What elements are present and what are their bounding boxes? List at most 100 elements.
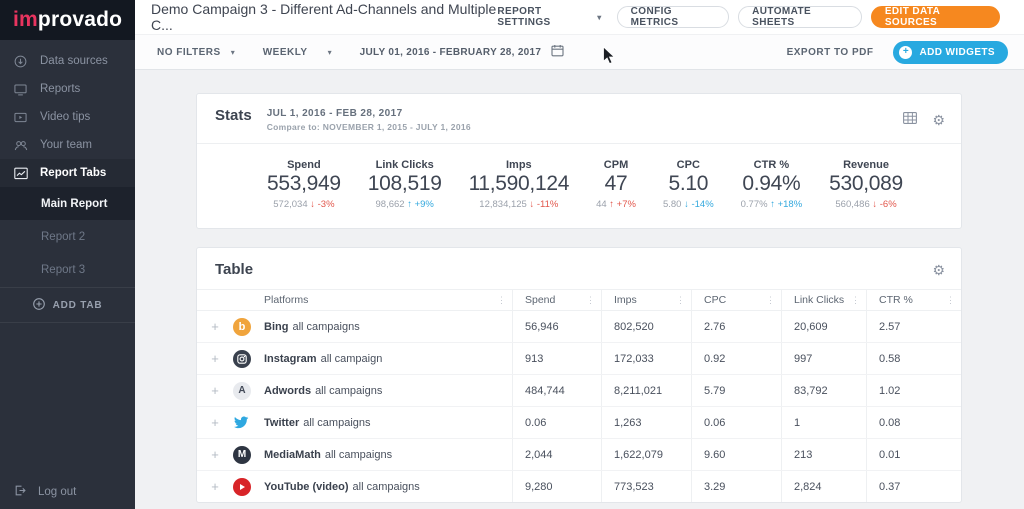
stats-title: Stats [215, 107, 252, 124]
spend-cell: 0.06 [512, 407, 601, 438]
sidebar-item-label: Data sources [40, 55, 108, 67]
chevron-down-icon[interactable]: ▾ [327, 47, 332, 57]
stat-prev-value: 44 [596, 199, 607, 210]
expand-row-button[interactable]: + [211, 351, 219, 366]
imps-cell: 773,523 [601, 471, 691, 502]
column-header-ctr[interactable]: CTR % ⋮ [866, 290, 961, 310]
column-header-imps[interactable]: Imps ⋮ [601, 290, 691, 310]
chevron-down-icon[interactable]: ▾ [230, 47, 235, 57]
stat-label: Link Clicks [375, 159, 434, 171]
sort-icon[interactable]: ⋮ [497, 294, 506, 305]
report-settings-button[interactable]: REPORT SETTINGS ▾ [497, 6, 601, 28]
add-widgets-button[interactable]: + ADD WIDGETS [893, 40, 1008, 64]
sidebar-subitem-main-report[interactable]: Main Report [0, 187, 135, 220]
stat-delta: ↑ +18% [770, 199, 803, 210]
platform-name: Bing [264, 320, 289, 333]
table-row-adwords[interactable]: + A Adwords all campaigns 484,744 8,211,021 5.… [197, 374, 961, 406]
add-tab-button[interactable]: ADD TAB [0, 287, 135, 323]
imps-cell: 1,622,079 [601, 439, 691, 470]
expand-row-button[interactable]: + [211, 415, 219, 430]
sort-icon[interactable]: ⋮ [851, 294, 860, 305]
sidebar-item-your-team[interactable]: Your team [0, 131, 135, 159]
stat-metric-cpc: CPC 5.10 5.80 ↓ -14% [663, 159, 714, 210]
ctr-cell: 0.08 [866, 407, 961, 438]
table-row-twitter[interactable]: + Twitter all campaigns 0.06 1,263 0.06 1 0.08 [197, 406, 961, 438]
cpc-cell: 0.92 [691, 343, 781, 374]
column-header-cpc[interactable]: CPC ⋮ [691, 290, 781, 310]
sidebar-item-data-sources[interactable]: Data sources [0, 47, 135, 75]
cpc-cell: 2.76 [691, 311, 781, 342]
cpc-cell: 9.60 [691, 439, 781, 470]
table-row-instagram[interactable]: + Instagram all campaign 913 172,033 0.92 997 0… [197, 342, 961, 374]
stats-metrics-row: Spend 553,949 572,034 ↓ -3% Link Clicks 108,… [197, 143, 961, 228]
expand-row-button[interactable]: + [211, 447, 219, 462]
platform-name-cell: Instagram all campaign [259, 343, 512, 374]
edit-data-sources-button[interactable]: EDIT DATA SOURCES [870, 6, 1000, 28]
link-clicks-cell: 213 [781, 439, 866, 470]
log-out-button[interactable]: Log out [0, 475, 135, 509]
platform-icon-cell: M [233, 439, 259, 470]
table-row-youtube-video[interactable]: + YouTube (video) all campaigns 9,280 773,52… [197, 470, 961, 502]
stat-value: 11,590,124 [468, 172, 570, 195]
stat-label: CTR % [753, 159, 790, 171]
expand-row-button[interactable]: + [211, 479, 219, 494]
sidebar-subitem-report-3[interactable]: Report 3 [0, 253, 135, 286]
column-header-spend[interactable]: Spend ⋮ [512, 290, 601, 310]
table-row-mediamath[interactable]: + M MediaMath all campaigns 2,044 1,622,079 9.… [197, 438, 961, 470]
config-metrics-button[interactable]: CONFIG METRICS [616, 6, 730, 28]
sidebar-item-label: Report Tabs [40, 167, 107, 179]
header-spacer [197, 290, 233, 310]
table-row-bing[interactable]: + b Bing all campaigns 56,946 802,520 2.76 20,6… [197, 310, 961, 342]
table-view-icon[interactable] [903, 111, 918, 129]
link-clicks-cell: 2,824 [781, 471, 866, 502]
improvado-logo[interactable]: im provado [0, 0, 135, 40]
stat-value: 553,949 [267, 172, 341, 195]
date-range-picker[interactable]: JULY 01, 2016 - FEBRUARY 28, 2017 [360, 44, 565, 60]
table-settings-gear-icon[interactable]: ⚙ [932, 261, 945, 278]
sidebar-item-label: Your team [40, 139, 92, 151]
table-title: Table [215, 261, 254, 278]
sidebar-subnav: Main Report Report 2 Report 3 [0, 187, 135, 286]
platform-icon-cell: b [233, 311, 259, 342]
export-to-pdf-button[interactable]: EXPORT TO PDF [787, 47, 874, 58]
spend-cell: 913 [512, 343, 601, 374]
stat-prev-value: 572,034 [273, 199, 308, 210]
table-widget-controls: ⚙ [932, 261, 945, 278]
sidebar-item-report-tabs[interactable]: Report Tabs [0, 159, 135, 187]
stat-value: 108,519 [367, 172, 442, 195]
report-content: Stats JUL 1, 2016 - FEB 28, 2017 Compare… [135, 70, 1024, 509]
stat-metric-ctr: CTR % 0.94% 0.77% ↑ +18% [741, 159, 803, 210]
calendar-icon [551, 44, 564, 60]
column-header-platforms[interactable]: Platforms ⋮ [259, 290, 512, 310]
stat-metric-link-clicks: Link Clicks 108,519 98,662 ↑ +9% [368, 159, 442, 210]
sidebar-subitem-label: Main Report [41, 197, 108, 210]
stat-label: Spend [287, 159, 321, 171]
table-column-headers: Platforms ⋮ Spend ⋮ Imps ⋮ CPC ⋮ Link Clicks ⋮ CTR… [197, 289, 961, 310]
table-body: + b Bing all campaigns 56,946 802,520 2.76 20,6… [197, 310, 961, 502]
sort-icon[interactable]: ⋮ [946, 294, 955, 305]
granularity-dropdown[interactable]: WEEKLY [263, 47, 308, 58]
stat-value: 47 [604, 172, 628, 195]
platform-name: Instagram [264, 352, 317, 365]
stat-metric-imps: Imps 11,590,124 12,834,125 ↓ -11% [469, 159, 570, 210]
filters-dropdown[interactable]: NO FILTERS [157, 47, 221, 58]
report-settings-label: REPORT SETTINGS [497, 6, 551, 28]
sidebar-item-reports[interactable]: Reports [0, 75, 135, 103]
sort-icon[interactable]: ⋮ [676, 294, 685, 305]
platform-name-cell: YouTube (video) all campaigns [259, 471, 512, 502]
sidebar-subitem-report-2[interactable]: Report 2 [0, 220, 135, 253]
sidebar-nav: Data sources Reports Video tips Your team Re… [0, 40, 135, 187]
platform-suffix: all campaigns [315, 384, 383, 397]
expand-row-button[interactable]: + [211, 319, 219, 334]
youtube-icon [233, 477, 251, 496]
sidebar-item-video-tips[interactable]: Video tips [0, 103, 135, 131]
automate-sheets-button[interactable]: AUTOMATE SHEETS [738, 6, 862, 28]
settings-gear-icon[interactable]: ⚙ [932, 111, 945, 128]
logo-text-prefix: im [13, 8, 38, 31]
sort-icon[interactable]: ⋮ [766, 294, 775, 305]
platform-suffix: all campaign [320, 352, 383, 365]
sort-icon[interactable]: ⋮ [586, 294, 595, 305]
column-header-link-clicks[interactable]: Link Clicks ⋮ [781, 290, 866, 310]
expand-row-button[interactable]: + [211, 383, 219, 398]
